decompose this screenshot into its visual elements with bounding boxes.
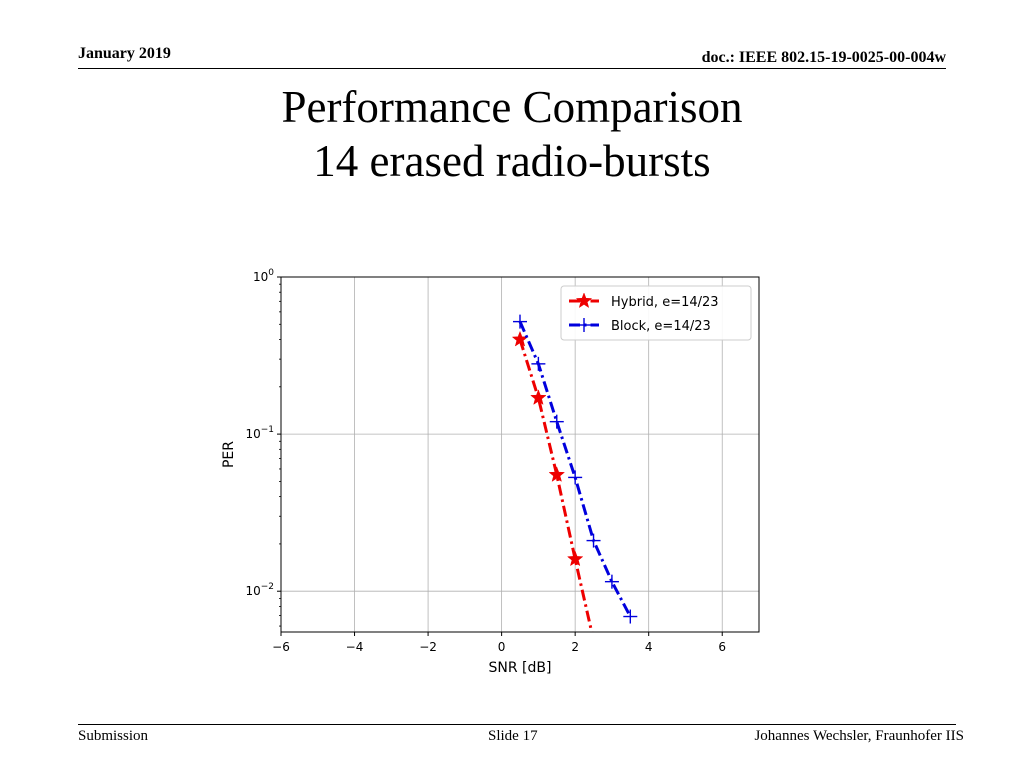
x-tick-label: 6 <box>718 640 726 654</box>
footer-submission: Submission <box>78 728 149 744</box>
per-vs-snr-chart: −6 −4 −2 0 2 4 6 100 10−1 10−2 SNR [dB] PER Hybri… <box>221 268 760 676</box>
x-axis-label: SNR [dB] <box>489 660 552 676</box>
series-line-hybrid <box>518 339 594 632</box>
slide-title-line1: Performance Comparison <box>281 82 743 132</box>
data-point-block <box>586 533 601 548</box>
data-point-block <box>513 314 527 329</box>
series-hybrid <box>511 330 594 632</box>
x-tick-label: −6 <box>272 640 290 654</box>
footer-slide-number: Slide 17 <box>488 728 538 744</box>
axes-frame <box>280 276 760 633</box>
x-tick-label: 0 <box>498 640 506 654</box>
data-point-block <box>549 414 564 429</box>
header-divider <box>78 68 946 69</box>
slide-title: Performance Comparison 14 erased radio-b… <box>0 80 1024 188</box>
series-layer <box>511 314 638 632</box>
data-point-hybrid <box>530 389 547 405</box>
legend-marker-hybrid <box>575 292 593 309</box>
y-tick-label: 100 <box>253 268 274 284</box>
data-point-block <box>623 609 638 624</box>
x-tick-label: −2 <box>419 640 437 654</box>
y-tick-label: 10−2 <box>245 582 274 598</box>
x-tick-label: 2 <box>571 640 579 654</box>
legend-label-block: Block, e=14/23 <box>611 319 711 334</box>
data-point-hybrid <box>566 550 584 567</box>
data-point-block <box>568 470 583 485</box>
legend-marker-block <box>577 318 591 332</box>
header-doc-id: doc.: IEEE 802.15-19-0025-00-004w <box>701 49 946 66</box>
tick-layer: −6 −4 −2 0 2 4 6 100 10−1 10−2 <box>245 268 726 654</box>
y-tick-label: 10−1 <box>245 425 274 441</box>
data-point-block <box>604 574 619 589</box>
x-tick-label: 4 <box>645 640 653 654</box>
series-block <box>513 314 638 624</box>
legend: Hybrid, e=14/23 Block, e=14/23 <box>560 285 752 341</box>
y-axis-label: PER <box>221 441 237 468</box>
data-point-hybrid <box>548 466 566 482</box>
legend-box <box>560 285 752 341</box>
footer-author: Johannes Wechsler, Fraunhofer IIS <box>754 728 964 744</box>
x-tick-label: −4 <box>346 640 364 654</box>
header-date: January 2019 <box>78 45 171 62</box>
footer-divider <box>78 724 956 725</box>
legend-label-hybrid: Hybrid, e=14/23 <box>611 295 719 310</box>
data-point-block <box>531 356 546 371</box>
slide-title-line2: 14 erased radio-bursts <box>313 136 711 186</box>
